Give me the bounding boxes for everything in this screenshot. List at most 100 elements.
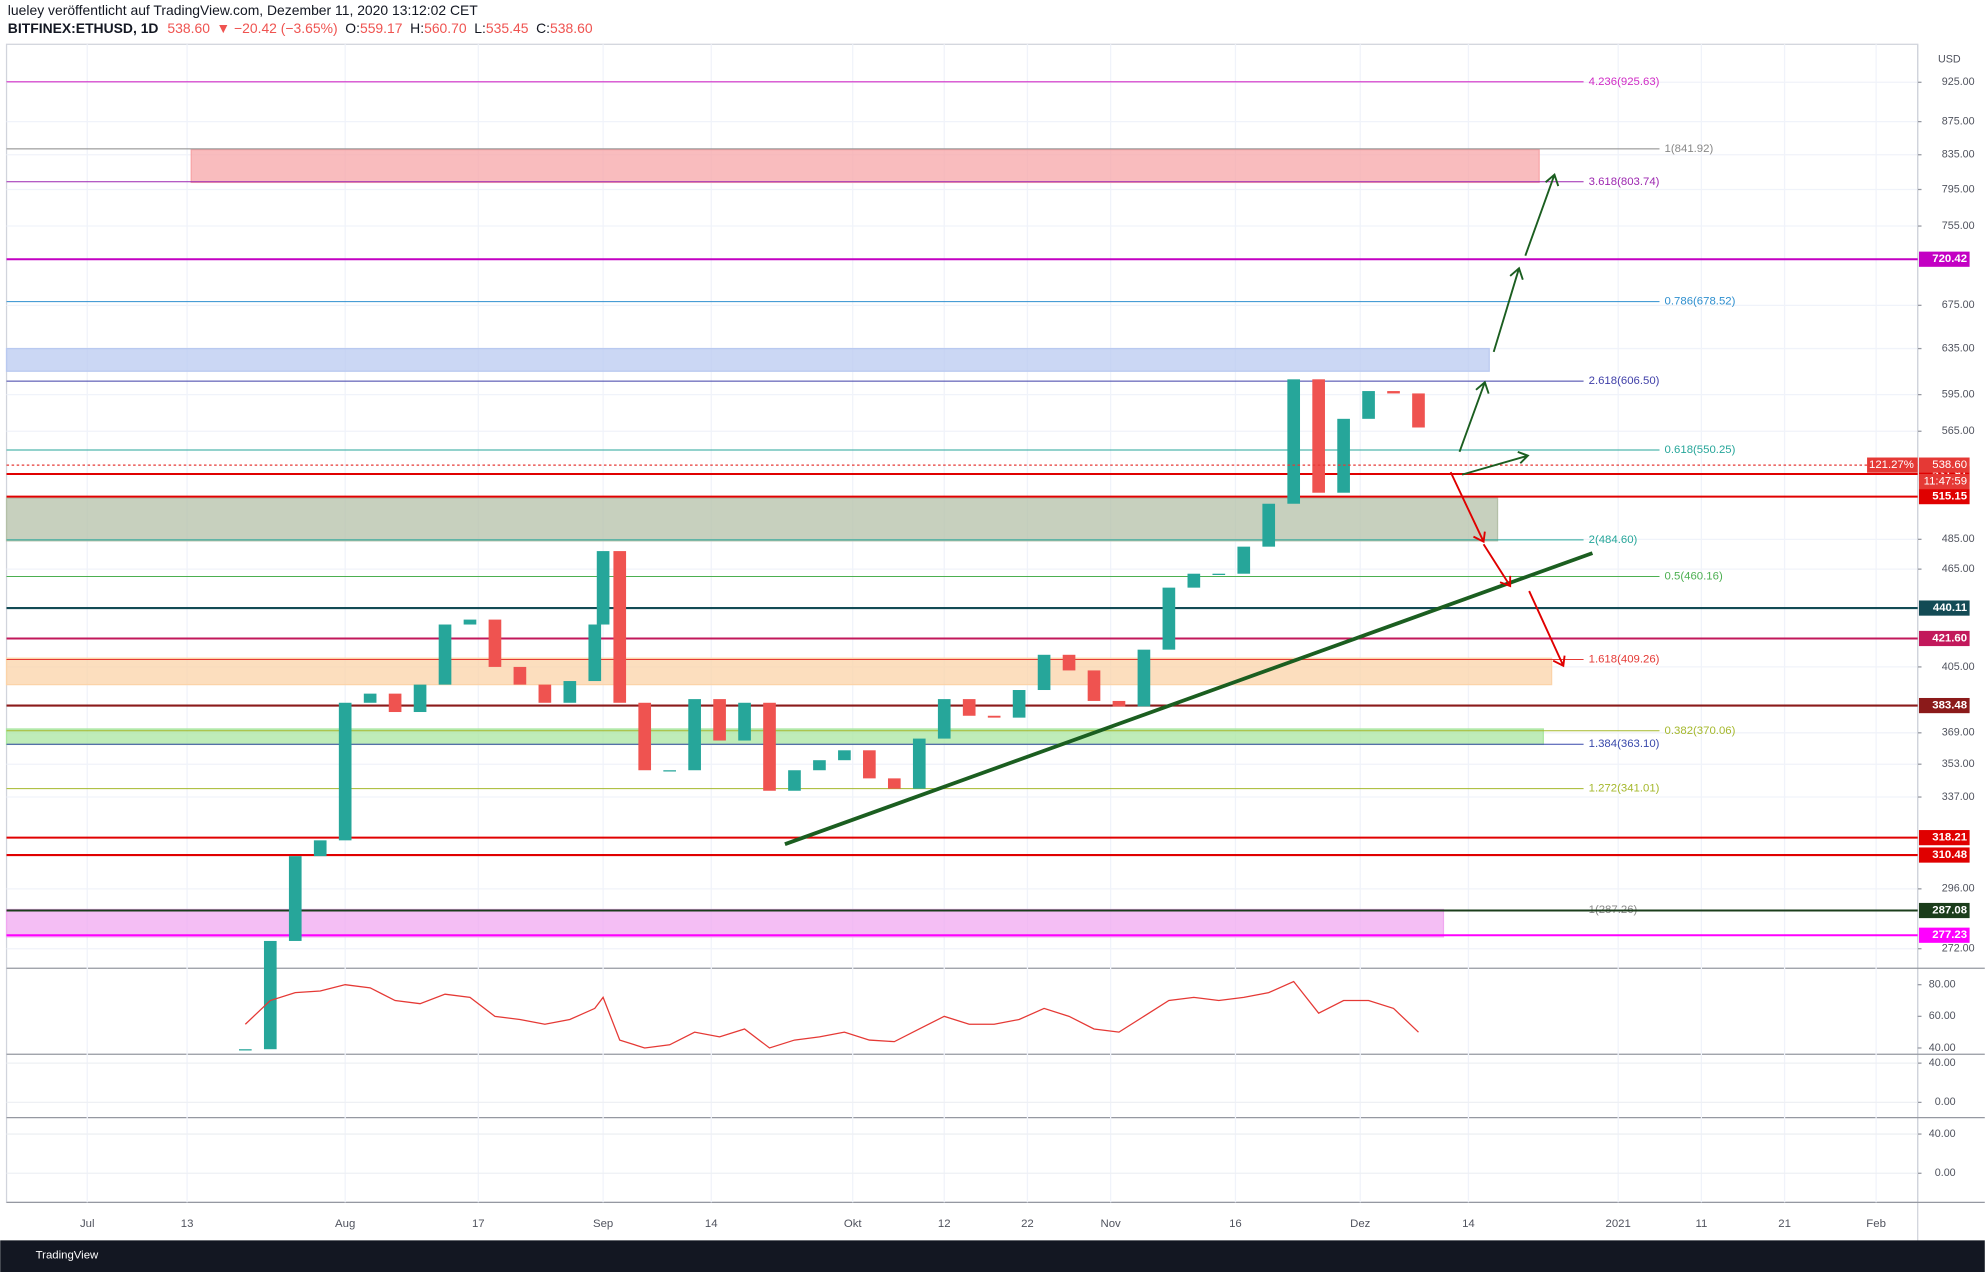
y-tick-label: 925.00 — [1942, 76, 1975, 88]
y-tick-label: 353.00 — [1942, 758, 1975, 770]
price-badge-label: 383.48 — [1932, 700, 1967, 712]
candle — [388, 693, 402, 713]
candle — [263, 940, 277, 1050]
change-badge — [1867, 457, 1918, 473]
symbol-line: BITFINEX:ETHUSD, 1D 538.60 ▼ −20.42 (−3.… — [8, 20, 593, 36]
fib-label: 1(841.92) — [1665, 143, 1714, 155]
x-tick-label: 12 — [938, 1218, 951, 1230]
candle — [663, 770, 676, 772]
brand: TradingView — [36, 1250, 99, 1262]
x-tick-label: 13 — [181, 1218, 194, 1230]
fib-label: 1.272(341.01) — [1589, 783, 1660, 795]
price-badge-label: 310.48 — [1932, 849, 1967, 861]
candle — [1387, 391, 1400, 394]
candle — [288, 856, 302, 941]
price-badge-label: 515.15 — [1932, 491, 1967, 503]
arrow-down — [1449, 471, 1486, 544]
price-change: ▼ −20.42 (−3.65%) — [216, 20, 337, 36]
low: 535.45 — [486, 20, 529, 36]
currency-label: USD — [1938, 53, 1961, 65]
candle — [1112, 700, 1126, 707]
candle — [788, 770, 801, 791]
candle — [513, 666, 527, 685]
x-tick-label: Sep — [593, 1218, 613, 1230]
price-badge-label: 421.60 — [1932, 633, 1967, 645]
candle — [638, 702, 652, 771]
candle — [613, 551, 627, 703]
current-price-label: 538.60 — [1932, 459, 1967, 471]
candle — [1262, 503, 1276, 547]
publish-info: lueley veröffentlicht auf TradingView.co… — [8, 2, 478, 18]
arrow-down — [1528, 590, 1566, 668]
x-tick-label: Jul — [80, 1218, 95, 1230]
candle — [538, 684, 552, 703]
y-tick-label: 675.00 — [1942, 299, 1975, 311]
fib-label: 4.236(925.63) — [1589, 76, 1660, 88]
fib-label: 3.618(803.74) — [1589, 176, 1660, 188]
fib-label: 0.5(460.16) — [1665, 571, 1723, 583]
price-badge — [1918, 630, 1970, 647]
candle — [1012, 690, 1026, 718]
zone — [190, 149, 1540, 184]
candle — [1412, 393, 1425, 428]
x-tick-label: Dez — [1350, 1218, 1371, 1230]
arrow-down — [1482, 543, 1512, 588]
countdown-badge — [1918, 473, 1970, 490]
fib-label: 1.618(409.26) — [1589, 654, 1660, 666]
price-badge-label: 440.11 — [1933, 602, 1968, 614]
open-label: O: — [345, 20, 360, 36]
candle — [987, 715, 1001, 718]
y-tick-label: 405.00 — [1942, 661, 1975, 673]
candle — [488, 619, 502, 667]
x-tick-label: 14 — [705, 1218, 718, 1230]
fib-label: 0.618(550.25) — [1665, 444, 1736, 456]
candle — [413, 684, 427, 713]
x-tick-label: 16 — [1229, 1218, 1242, 1230]
high: 560.70 — [424, 20, 467, 36]
y-tick-label: 40.00 — [1929, 1057, 1956, 1069]
x-tick-label: Okt — [844, 1218, 863, 1230]
price-badge-label: 318.21 — [1932, 832, 1967, 844]
candle — [863, 750, 876, 779]
layers: 925.00 875.00 835.00 795.00 755.00 675.00 635.… — [5, 44, 1975, 1230]
y-tick-label: 40.00 — [1929, 1128, 1956, 1140]
candle — [962, 699, 976, 716]
candle — [1212, 573, 1226, 575]
fib-label: 0.382(370.06) — [1665, 725, 1736, 737]
symbol: BITFINEX:ETHUSD, 1D — [8, 20, 159, 36]
y-tick-label: 296.00 — [1942, 883, 1975, 895]
y-tick-label: 60.00 — [1929, 1010, 1956, 1022]
price-badge — [1918, 697, 1970, 714]
candle — [713, 699, 726, 741]
last-price: 538.60 — [167, 20, 210, 36]
candle — [912, 738, 926, 789]
candle — [1087, 670, 1101, 701]
price-badge — [1918, 902, 1970, 919]
price-badge — [1918, 847, 1970, 863]
x-tick-label: 11 — [1695, 1218, 1707, 1230]
candle — [463, 619, 477, 625]
candle — [1312, 379, 1325, 493]
y-tick-label: 0.00 — [1935, 1096, 1956, 1108]
candle — [313, 840, 327, 857]
candle — [338, 702, 352, 841]
close: 538.60 — [550, 20, 593, 36]
y-tick-label: 0.00 — [1935, 1167, 1956, 1179]
x-tick-label: 21 — [1778, 1218, 1791, 1230]
annotations — [784, 173, 1594, 846]
candle — [813, 760, 826, 771]
candle — [596, 551, 610, 625]
y-tick-label: 835.00 — [1942, 149, 1975, 161]
candle — [1162, 587, 1176, 650]
candle — [1337, 418, 1350, 493]
y-tick-label: 565.00 — [1942, 425, 1975, 437]
y-tick-label: 795.00 — [1942, 183, 1975, 195]
arrow-up — [1524, 173, 1560, 256]
candle — [1237, 546, 1251, 574]
candle — [438, 624, 452, 685]
candle — [239, 1049, 252, 1051]
x-tick-label: 22 — [1021, 1218, 1034, 1230]
